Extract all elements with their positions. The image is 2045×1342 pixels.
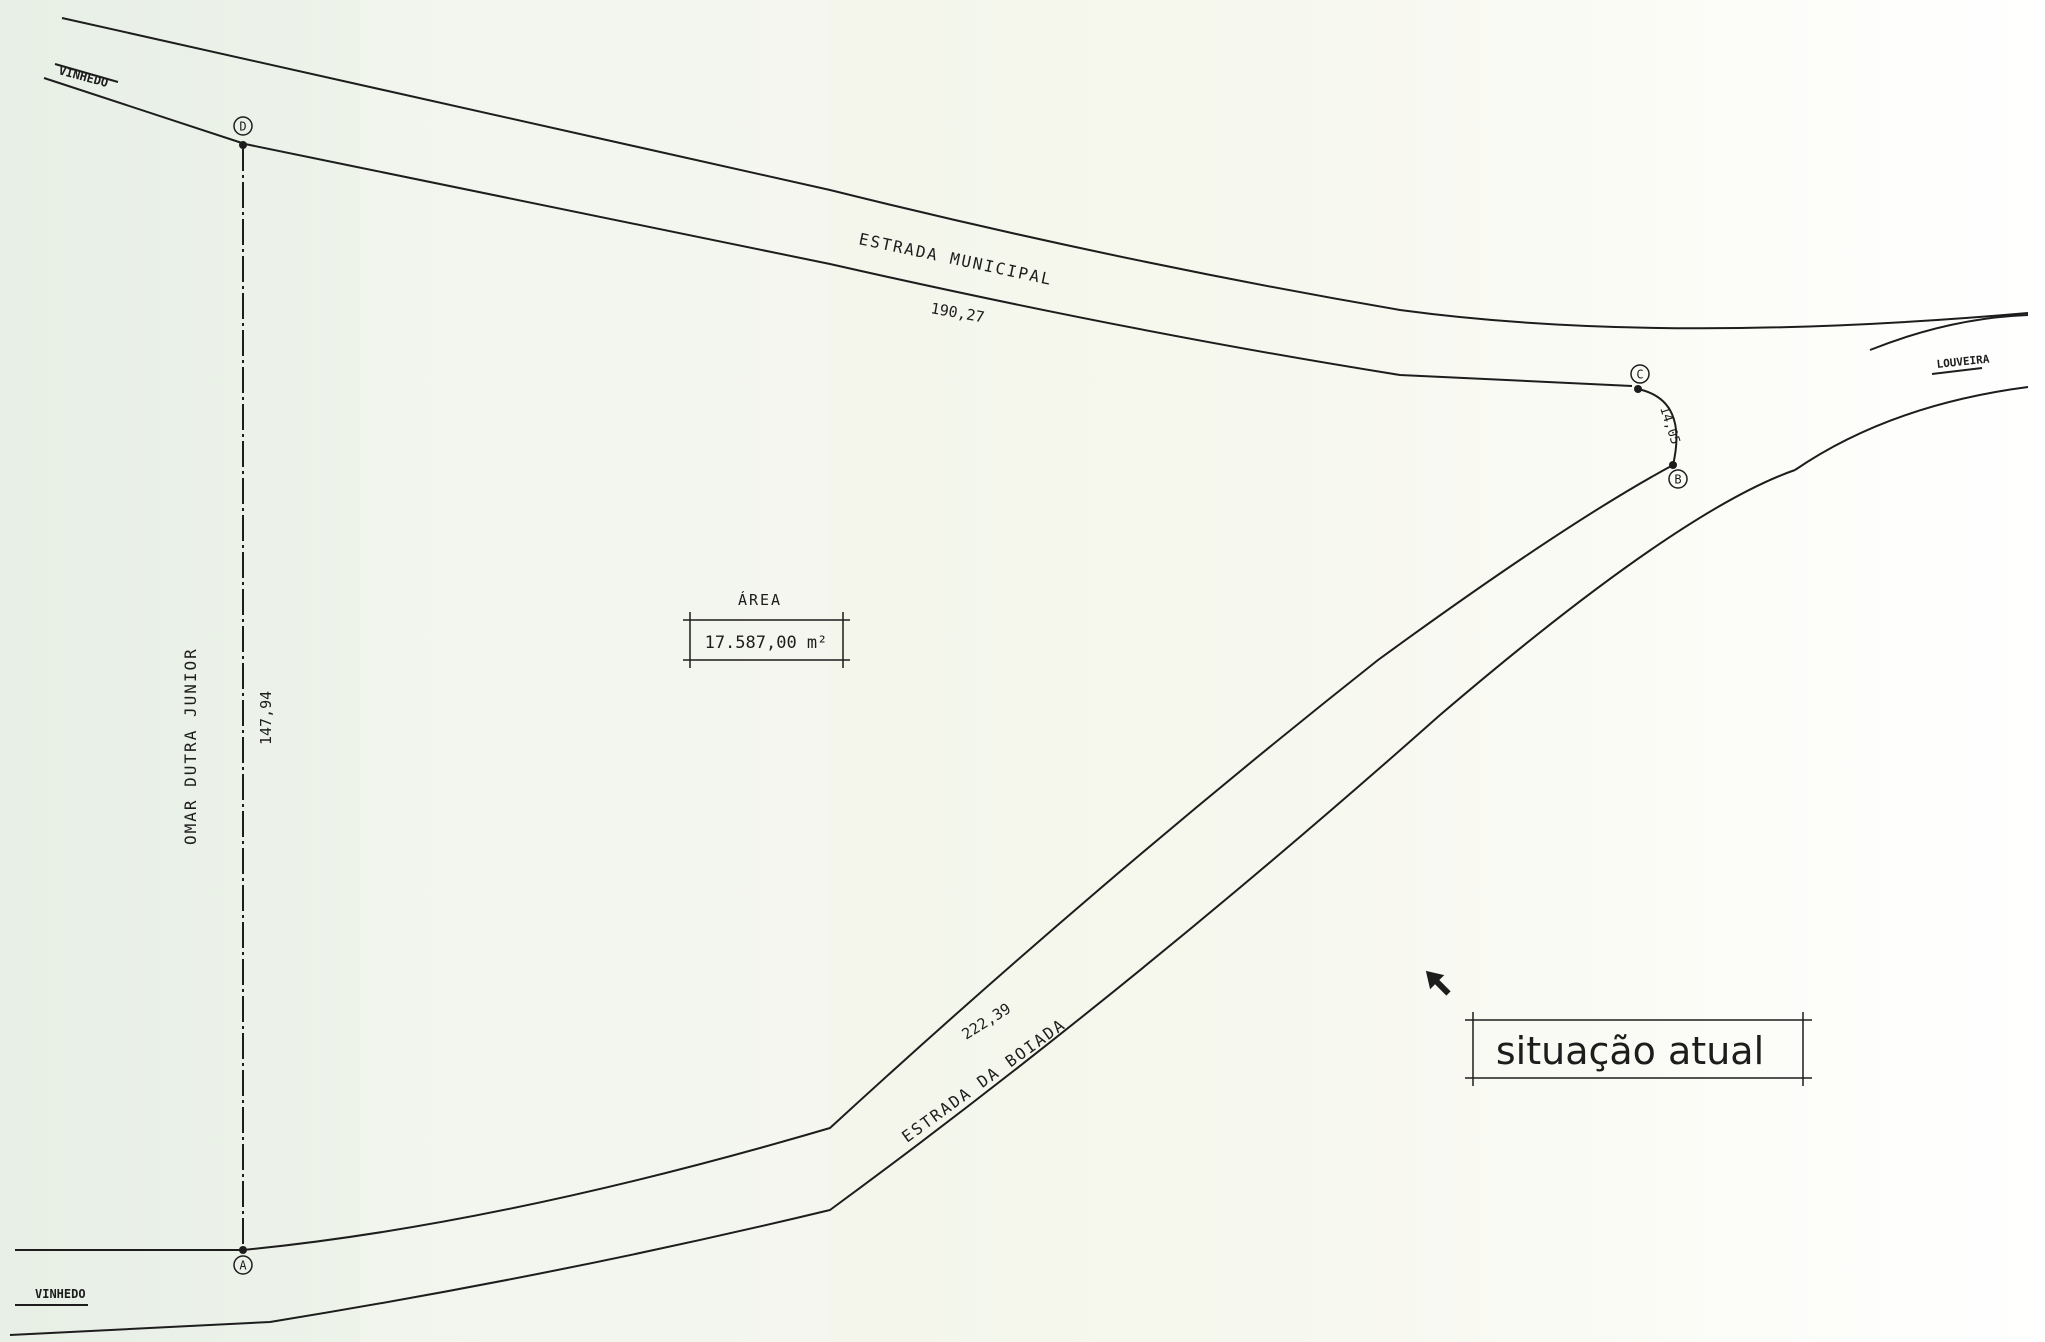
estrada-da-boiada-label: ESTRADA DA BOIADA (898, 1015, 1069, 1147)
vertex-a-label: A (239, 1259, 247, 1273)
vertex-d-point (239, 141, 247, 149)
vinhedo-top-arrow (54, 63, 119, 83)
dimension-ad: 147,94 (257, 691, 275, 745)
vertex-b-marker (1668, 469, 1688, 489)
louveira-road-south (1794, 386, 2029, 471)
vertex-a-point (239, 1246, 247, 1254)
estrada-municipal-label: ESTRADA MUNICIPAL (857, 229, 1054, 289)
property-arc-cb (1637, 388, 1678, 466)
north-arrow-icon (1425, 970, 1451, 996)
vertex-b-label: B (1674, 473, 1681, 487)
omar-dutra-junior-label: OMAR DUTRA JUNIOR (181, 647, 200, 845)
situation-title: situação atual (1496, 1029, 1764, 1073)
louveira-road-north (1869, 314, 2029, 351)
vertex-d-label: D (239, 120, 246, 134)
vertex-c-label: C (1636, 368, 1643, 382)
dimension-ba: 222,39 (959, 999, 1014, 1043)
vertex-b-point (1669, 461, 1677, 469)
vertex-c-marker (1630, 364, 1650, 384)
louveira-arrow (1931, 367, 1983, 375)
dimension-cb: 14,05 (1656, 405, 1682, 447)
area-value: 17.587,00 m² (705, 633, 828, 653)
vertex-d-marker (233, 116, 253, 136)
dimension-dc: 190,27 (929, 299, 985, 326)
louveira-label: LOUVEIRA (1936, 352, 1990, 371)
estrada-municipal-north-edge (61, 17, 2029, 330)
vinhedo-bottom-label: VINHEDO (35, 1287, 86, 1301)
vinhedo-top-label: VINHEDO (57, 63, 109, 90)
vertex-c-point (1634, 385, 1642, 393)
vertex-a-marker (233, 1255, 253, 1275)
estrada-da-boiada-west-edge (15, 463, 1676, 1251)
area-label: ÁREA (738, 590, 782, 609)
estrada-da-boiada-east-edge (9, 469, 1796, 1336)
paper-fold-left (360, 0, 830, 1342)
paper-fold-right (830, 0, 1210, 1342)
estrada-municipal-south-edge (43, 77, 1633, 387)
